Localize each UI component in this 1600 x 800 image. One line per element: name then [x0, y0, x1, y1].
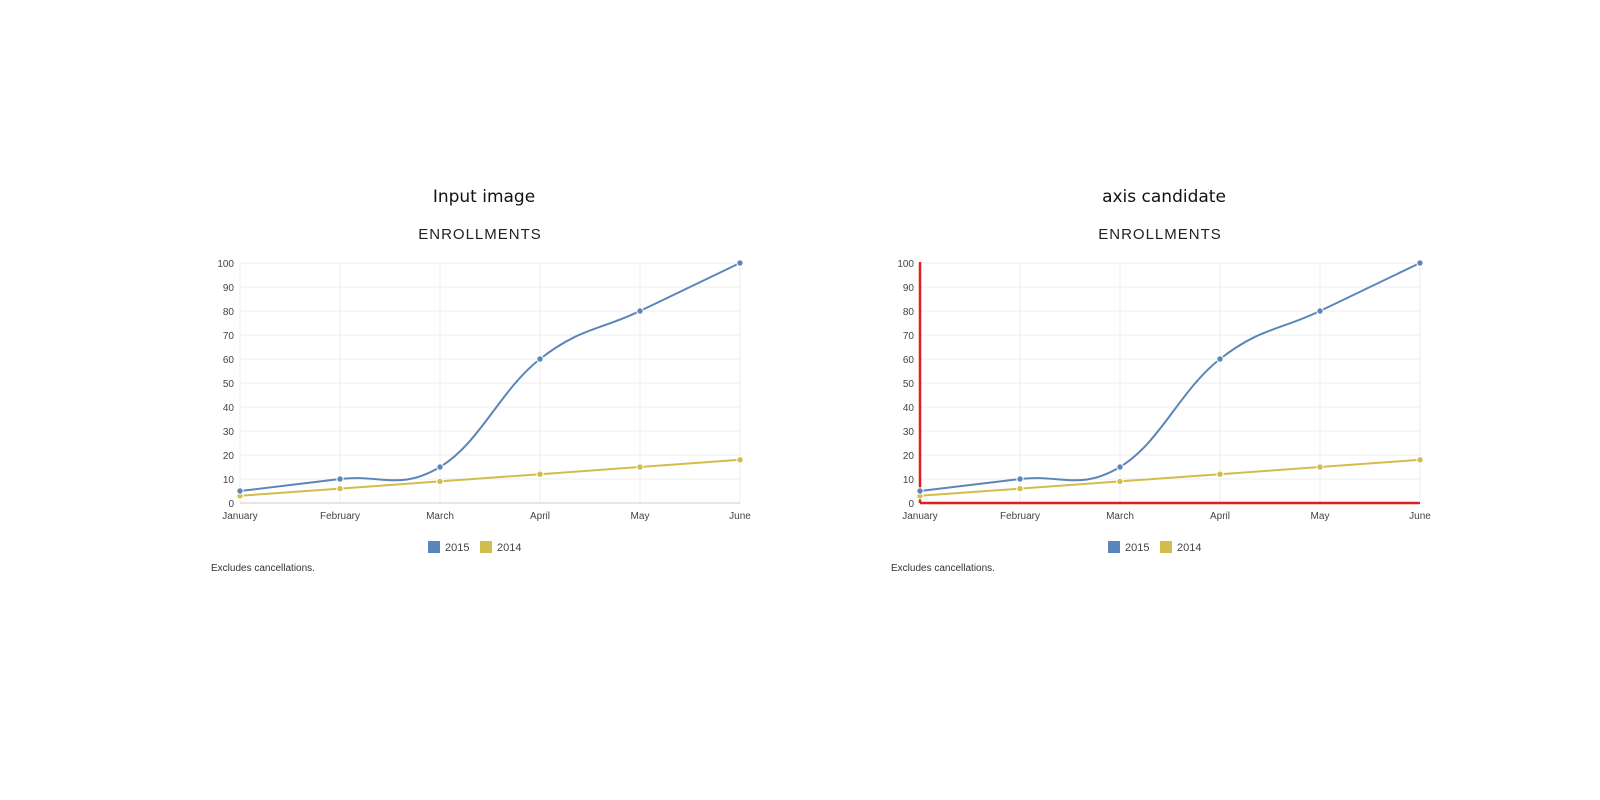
y-tick-label: 60 [223, 355, 235, 366]
data-point-2014 [1316, 463, 1324, 471]
chart-2: ENROLLMENTS 0 10 20 30 40 50 60 70 80 90 100 January… [891, 226, 1431, 574]
data-point-2014 [1216, 470, 1224, 478]
y-tick-label: 40 [223, 403, 235, 414]
y-tick-label: 10 [223, 475, 235, 486]
data-point-2015 [736, 259, 744, 267]
legend-label-2015: 2015 [445, 542, 469, 554]
y-tick-label: 100 [897, 259, 914, 270]
y-tick-label: 100 [217, 259, 234, 270]
legend-label-2014: 2014 [497, 542, 521, 554]
data-point-2014 [736, 456, 744, 464]
data-point-2015 [636, 307, 644, 315]
footnote: Excludes cancellations. [891, 563, 995, 574]
y-tick-label: 30 [903, 427, 915, 438]
y-tick-label: 40 [903, 403, 915, 414]
x-tick-label: January [902, 511, 938, 522]
legend-swatch-2014 [480, 541, 492, 553]
data-point-2014 [1416, 456, 1424, 464]
y-tick-label: 70 [223, 331, 235, 342]
data-point-2015 [1316, 307, 1324, 315]
data-point-2015 [916, 487, 924, 495]
x-tick-label: June [729, 511, 751, 522]
chart-1: ENROLLMENTS 0 10 20 30 40 50 60 70 80 90 100 January… [211, 226, 751, 574]
data-point-2015 [1016, 475, 1024, 483]
data-point-2015 [236, 487, 244, 495]
x-tick-label: January [222, 511, 258, 522]
data-point-2014 [536, 470, 544, 478]
legend-swatch-2015 [428, 541, 440, 553]
y-tick-label: 0 [228, 499, 234, 510]
y-tick-label: 70 [903, 331, 915, 342]
legend-label-2014: 2014 [1177, 542, 1201, 554]
data-point-2015 [436, 463, 444, 471]
data-point-2014 [1116, 477, 1124, 486]
data-point-2015 [336, 475, 344, 483]
series-line-2015 [919, 262, 1421, 492]
legend-swatch-2015 [1108, 541, 1120, 553]
y-tick-label: 30 [223, 427, 235, 438]
x-tick-label: April [1210, 511, 1230, 522]
y-tick-label: 10 [903, 475, 915, 486]
series-line-2014 [239, 458, 741, 497]
data-point-2015 [1216, 355, 1224, 363]
x-tick-label: February [320, 511, 360, 522]
data-point-2014 [636, 463, 644, 471]
chart-title: ENROLLMENTS [418, 226, 542, 243]
y-tick-label: 20 [903, 451, 915, 462]
data-point-2014 [1016, 484, 1024, 493]
x-tick-label: March [426, 511, 454, 522]
x-tick-label: June [1409, 511, 1431, 522]
legend-swatch-2014 [1160, 541, 1172, 553]
y-tick-label: 80 [223, 307, 235, 318]
data-point-2014 [336, 484, 344, 493]
x-tick-label: May [1311, 511, 1330, 522]
y-tick-label: 80 [903, 307, 915, 318]
y-tick-label: 50 [903, 379, 915, 390]
x-tick-label: March [1106, 511, 1134, 522]
y-tick-label: 90 [223, 283, 235, 294]
y-tick-label: 90 [903, 283, 915, 294]
chart-title: ENROLLMENTS [1098, 226, 1222, 243]
data-point-2015 [1416, 259, 1424, 267]
panel-heading-input: Input image [432, 187, 536, 207]
series-line-2014 [919, 458, 1421, 497]
y-tick-label: 0 [908, 499, 914, 510]
series-line-2015 [239, 262, 741, 492]
footnote: Excludes cancellations. [211, 563, 315, 574]
x-tick-label: May [631, 511, 650, 522]
x-tick-label: February [1000, 511, 1040, 522]
y-tick-label: 50 [223, 379, 235, 390]
data-point-2014 [436, 477, 444, 486]
x-tick-label: April [530, 511, 550, 522]
y-tick-label: 20 [223, 451, 235, 462]
data-point-2015 [1116, 463, 1124, 471]
legend-label-2015: 2015 [1125, 542, 1149, 554]
y-tick-label: 60 [903, 355, 915, 366]
data-point-2015 [536, 355, 544, 363]
panel-heading-axis-candidate: axis candidate [1102, 187, 1226, 207]
